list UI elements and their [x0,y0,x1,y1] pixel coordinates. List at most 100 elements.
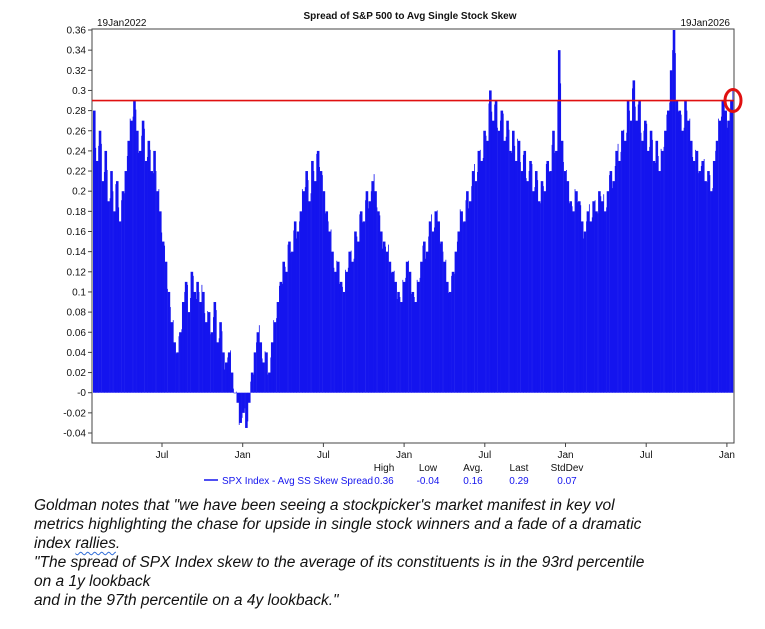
bar [483,130,486,393]
bar [689,140,693,393]
bar [296,231,300,393]
bar [265,352,268,393]
bar [534,171,538,393]
bar [156,191,159,393]
bar [299,211,303,393]
bar [334,271,337,393]
y-tick-label: -0.04 [63,429,86,440]
bar [187,312,191,393]
bar [250,372,254,393]
bar [681,130,684,393]
bar [532,191,535,393]
bar [701,160,705,393]
bar [136,130,139,393]
bar [374,191,377,393]
x-tick-label: Jan [719,450,735,461]
bar [420,261,423,393]
stats-value: 0.07 [557,476,577,487]
bar [311,160,314,393]
bar [641,140,644,393]
bar [428,221,432,393]
bar [658,171,661,393]
bar [325,211,329,393]
bar [698,171,702,393]
bar [268,372,271,393]
bar [655,140,659,393]
bar [695,150,699,393]
bar [408,271,412,393]
y-tick-label: 0.28 [67,106,87,117]
bar [236,392,240,403]
bar [394,281,397,393]
bar [563,171,567,393]
bar [514,160,518,393]
x-tick-label: Jan [557,450,573,461]
bar [417,281,420,393]
stats-table: High 0.36 Low -0.04 Avg. 0.16 Last 0.29 StdDev 0.… [374,463,584,487]
bar [204,322,208,393]
bar [293,221,297,393]
bar [382,241,386,393]
bar [273,322,277,393]
bar [222,352,225,393]
bar [512,130,515,393]
bar [710,191,713,393]
bar [262,362,265,393]
bar [718,120,722,393]
bar [446,281,449,393]
bar [385,251,389,393]
bar [497,130,501,393]
bar [144,160,148,393]
bar [181,302,185,393]
bar [598,191,601,393]
bar [179,332,182,393]
bar [500,110,504,393]
goldman-note: Goldman notes that "we have been seeing … [34,496,734,610]
bar [468,201,472,393]
bar [239,392,242,423]
bar [245,392,248,428]
bar [141,120,145,393]
bar [451,271,455,393]
bar [331,251,334,393]
bar [457,231,461,393]
y-tick-label: 0.2 [72,187,86,198]
bar [104,150,108,393]
bar [480,160,484,393]
bar [130,120,133,393]
bar [666,110,670,393]
bar [391,271,395,393]
bar [242,392,245,413]
stats-value: 0.36 [374,476,394,487]
bar [115,181,119,393]
bar [486,140,489,393]
note-line: "The spread of SPX Index skew to the ave… [34,554,645,571]
bar [133,100,136,393]
stats-value: 0.16 [463,476,483,487]
bar [440,241,443,393]
y-tick-label: 0.02 [67,368,87,379]
bar [351,261,354,393]
bar [578,201,581,393]
bar [161,241,165,393]
bar [397,291,400,393]
bar [557,50,561,393]
bar [618,160,621,393]
bar [523,150,527,393]
bar [150,171,153,393]
x-axis: Jul Jan Jul Jan Jul Jan Jul Jan [156,443,735,461]
bar [529,160,532,393]
bar [477,150,481,393]
bar [566,181,570,393]
note-text: index [34,535,76,552]
bar [434,211,438,393]
bar [371,181,374,393]
bar [124,171,128,393]
bar [357,241,360,393]
bar [623,140,627,393]
legend-series-name: SPX Index - Avg SS Skew Spread [222,476,373,487]
y-tick-label: 0.3 [72,86,86,97]
end-date-label: 19Jan2026 [681,18,731,29]
bar [724,110,727,393]
bar [380,231,383,393]
